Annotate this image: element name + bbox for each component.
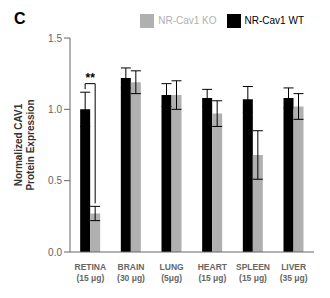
svg-text:LIVER(35 μg): LIVER(35 μg) bbox=[280, 262, 308, 283]
svg-text:**: ** bbox=[85, 71, 95, 85]
svg-text:0.0: 0.0 bbox=[48, 247, 62, 258]
svg-text:1.0: 1.0 bbox=[48, 104, 62, 115]
svg-text:LUNG(5μg): LUNG(5μg) bbox=[160, 262, 184, 283]
svg-text:HEART(15 μg): HEART(15 μg) bbox=[198, 262, 228, 283]
html-text:NR-Cav1 WT: NR-Cav1 WT bbox=[244, 14, 304, 26]
svg-text:Normalized CAV1Protein Express: Normalized CAV1Protein Expression bbox=[13, 99, 36, 190]
html-text:NR-Cav1 KO: NR-Cav1 KO bbox=[158, 14, 217, 26]
svg-text:RETINA(15 μg): RETINA(15 μg) bbox=[75, 262, 107, 283]
html-text:C: C bbox=[14, 10, 26, 27]
svg-text:0.5: 0.5 bbox=[48, 175, 62, 186]
svg-text:1.5: 1.5 bbox=[48, 33, 62, 44]
svg-text:SPLEEN(15 μg): SPLEEN(15 μg) bbox=[236, 262, 270, 283]
svg-text:BRAIN(30 μg): BRAIN(30 μg) bbox=[117, 262, 145, 283]
